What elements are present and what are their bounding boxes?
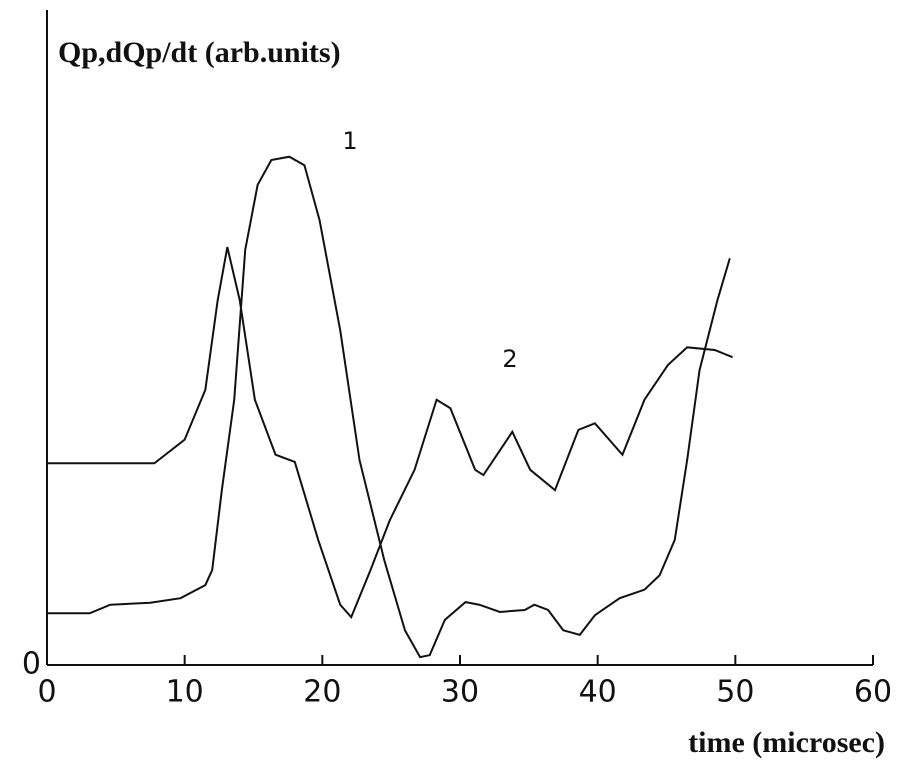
x-tick-label: 10 <box>166 675 204 710</box>
series-label: 2 <box>502 345 517 373</box>
x-tick-label: 0 <box>37 675 56 710</box>
y-axis-label: Qp,dQp/dt (arb.units) <box>58 36 341 69</box>
y-tick-label: 0 <box>22 647 41 682</box>
x-tick-label: 50 <box>716 675 754 710</box>
x-tick-label: 40 <box>579 675 617 710</box>
data-line <box>47 246 733 620</box>
x-tick-label: 30 <box>441 675 479 710</box>
x-tick-label: 60 <box>854 675 892 710</box>
data-line <box>47 155 731 659</box>
x-tick-label: 20 <box>303 675 341 710</box>
series-label: 1 <box>342 127 357 155</box>
x-axis-label: time (microsec) <box>688 726 885 759</box>
